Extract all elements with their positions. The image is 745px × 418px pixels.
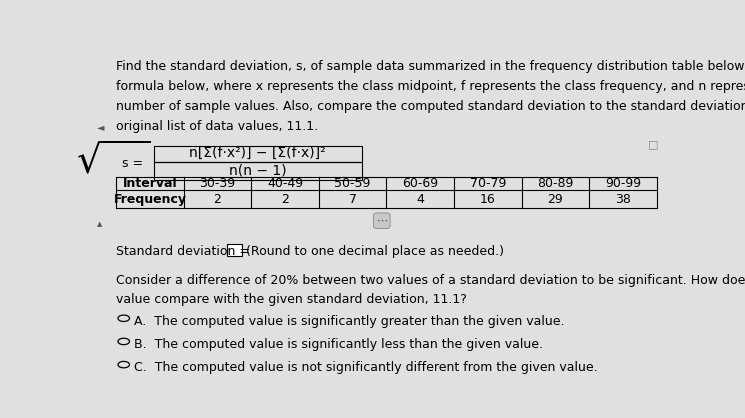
Text: Interval: Interval [123,177,177,190]
Bar [153,146,361,180]
Text: 40-49: 40-49 [267,177,303,190]
Text: (Round to one decimal place as needed.): (Round to one decimal place as needed.) [246,245,504,258]
Text: n(n − 1): n(n − 1) [229,163,287,177]
Text: Frequency: Frequency [113,193,186,206]
Text: number of sample values. Also, compare the computed standard deviation to the st: number of sample values. Also, compare t… [116,100,745,113]
Text: $\sqrt{\quad}$: $\sqrt{\quad}$ [77,143,150,181]
Text: original list of data values, 11.1.: original list of data values, 11.1. [116,120,318,133]
Text: 16: 16 [480,193,495,206]
Text: formula below, where x represents the class midpoint, f represents the class fre: formula below, where x represents the cl… [116,80,745,93]
Text: 50-59: 50-59 [335,177,371,190]
Text: 70-79: 70-79 [469,177,506,190]
Text: 2: 2 [214,193,221,206]
Text: ◄: ◄ [97,122,104,133]
Text: 80-89: 80-89 [537,177,574,190]
Text: Standard deviation =: Standard deviation = [116,245,250,258]
Text: C.  The computed value is not significantly different from the given value.: C. The computed value is not significant… [133,362,597,375]
Text: 30-39: 30-39 [200,177,235,190]
Text: 60-69: 60-69 [402,177,438,190]
Text: ▲: ▲ [97,221,102,227]
Text: value compare with the given standard deviation, 11.1?: value compare with the given standard de… [116,293,467,306]
Text: B.  The computed value is significantly less than the given value.: B. The computed value is significantly l… [133,338,542,351]
Text: 29: 29 [548,193,563,206]
Text: Find the standard deviation, s, of sample data summarized in the frequency distr: Find the standard deviation, s, of sampl… [116,60,745,73]
Text: Consider a difference of 20% between two values of a standard deviation to be si: Consider a difference of 20% between two… [116,274,745,287]
Text: A.  The computed value is significantly greater than the given value.: A. The computed value is significantly g… [133,315,564,328]
Text: 7: 7 [349,193,357,206]
Text: s =: s = [122,157,143,170]
Text: 90-99: 90-99 [605,177,641,190]
Text: □: □ [648,140,659,150]
Text: ⋯: ⋯ [376,216,387,226]
Text: n[Σ(f·x²)] − [Σ(f·x)]²: n[Σ(f·x²)] − [Σ(f·x)]² [189,146,326,160]
Bar [227,244,242,256]
Text: 2: 2 [281,193,289,206]
Text: 4: 4 [416,193,424,206]
Text: 38: 38 [615,193,631,206]
